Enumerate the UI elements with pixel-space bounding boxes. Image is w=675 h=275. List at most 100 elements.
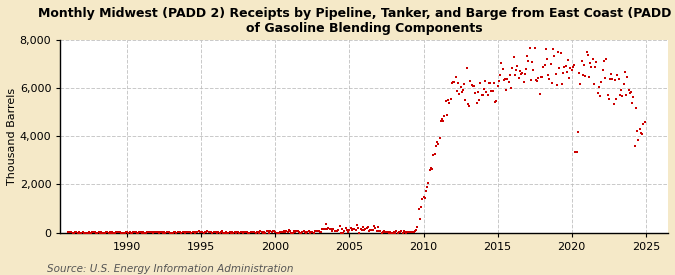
Point [531, 78, 541, 82]
Point [244, 230, 254, 235]
Point [334, 224, 345, 229]
Point [98, 230, 109, 235]
Point [502, 77, 513, 81]
Point [292, 229, 303, 233]
Point [620, 70, 630, 74]
Point [590, 64, 601, 69]
Point [115, 230, 126, 235]
Point [475, 80, 486, 85]
Point [547, 81, 558, 86]
Point [583, 53, 593, 57]
Point [576, 59, 587, 64]
Point [271, 230, 282, 235]
Point [429, 152, 440, 156]
Point [632, 129, 643, 133]
Point [344, 228, 355, 232]
Point [224, 230, 235, 235]
Point [127, 230, 138, 235]
Point [88, 230, 99, 235]
Point [219, 230, 230, 235]
Point [150, 230, 161, 234]
Point [87, 230, 98, 234]
Point [504, 80, 514, 84]
Point [81, 230, 92, 235]
Point [637, 132, 647, 136]
Point [190, 230, 200, 235]
Point [522, 54, 533, 58]
Point [139, 230, 150, 235]
Point [309, 229, 320, 234]
Point [234, 230, 245, 235]
Point [535, 75, 546, 79]
Point [607, 77, 618, 81]
Point [316, 230, 327, 234]
Point [242, 230, 252, 234]
Point [348, 226, 358, 231]
Point [492, 84, 503, 89]
Point [504, 73, 515, 78]
Point [114, 230, 125, 235]
Point [381, 230, 392, 234]
Point [128, 230, 138, 235]
Point [481, 90, 492, 94]
Point [217, 229, 227, 233]
Point [245, 230, 256, 234]
Point [142, 230, 153, 234]
Point [396, 229, 406, 233]
Point [633, 138, 644, 142]
Point [105, 230, 116, 235]
Point [144, 230, 155, 235]
Point [77, 230, 88, 235]
Point [340, 226, 351, 230]
Point [433, 142, 443, 147]
Point [516, 72, 526, 76]
Point [523, 59, 534, 63]
Point [294, 230, 305, 235]
Point [358, 225, 369, 229]
Point [548, 47, 559, 51]
Point [618, 82, 629, 86]
Point [386, 230, 397, 235]
Point [602, 93, 613, 98]
Point [103, 230, 114, 235]
Point [446, 80, 457, 85]
Point [170, 230, 181, 234]
Point [307, 230, 318, 234]
Point [288, 229, 299, 233]
Point [342, 228, 352, 232]
Point [634, 127, 645, 131]
Point [276, 230, 287, 234]
Point [93, 230, 104, 235]
Point [412, 225, 423, 229]
Point [539, 63, 550, 68]
Point [541, 47, 551, 51]
Point [319, 227, 330, 232]
Point [296, 230, 306, 235]
Point [612, 73, 623, 78]
Point [371, 229, 382, 233]
Point [485, 81, 495, 86]
Point [380, 230, 391, 235]
Point [306, 229, 317, 234]
Point [550, 72, 561, 76]
Point [102, 230, 113, 235]
Point [575, 81, 586, 86]
Point [580, 73, 591, 78]
Point [549, 54, 560, 59]
Point [173, 230, 184, 235]
Point [265, 229, 276, 233]
Point [517, 71, 528, 75]
Point [185, 230, 196, 235]
Point [622, 75, 632, 80]
Point [439, 113, 450, 118]
Point [346, 228, 357, 233]
Point [454, 92, 464, 96]
Point [272, 230, 283, 235]
Point [568, 64, 578, 69]
Point [78, 230, 89, 235]
Point [354, 230, 364, 235]
Point [479, 87, 489, 92]
Point [298, 229, 309, 233]
Point [300, 229, 310, 234]
Point [477, 93, 488, 97]
